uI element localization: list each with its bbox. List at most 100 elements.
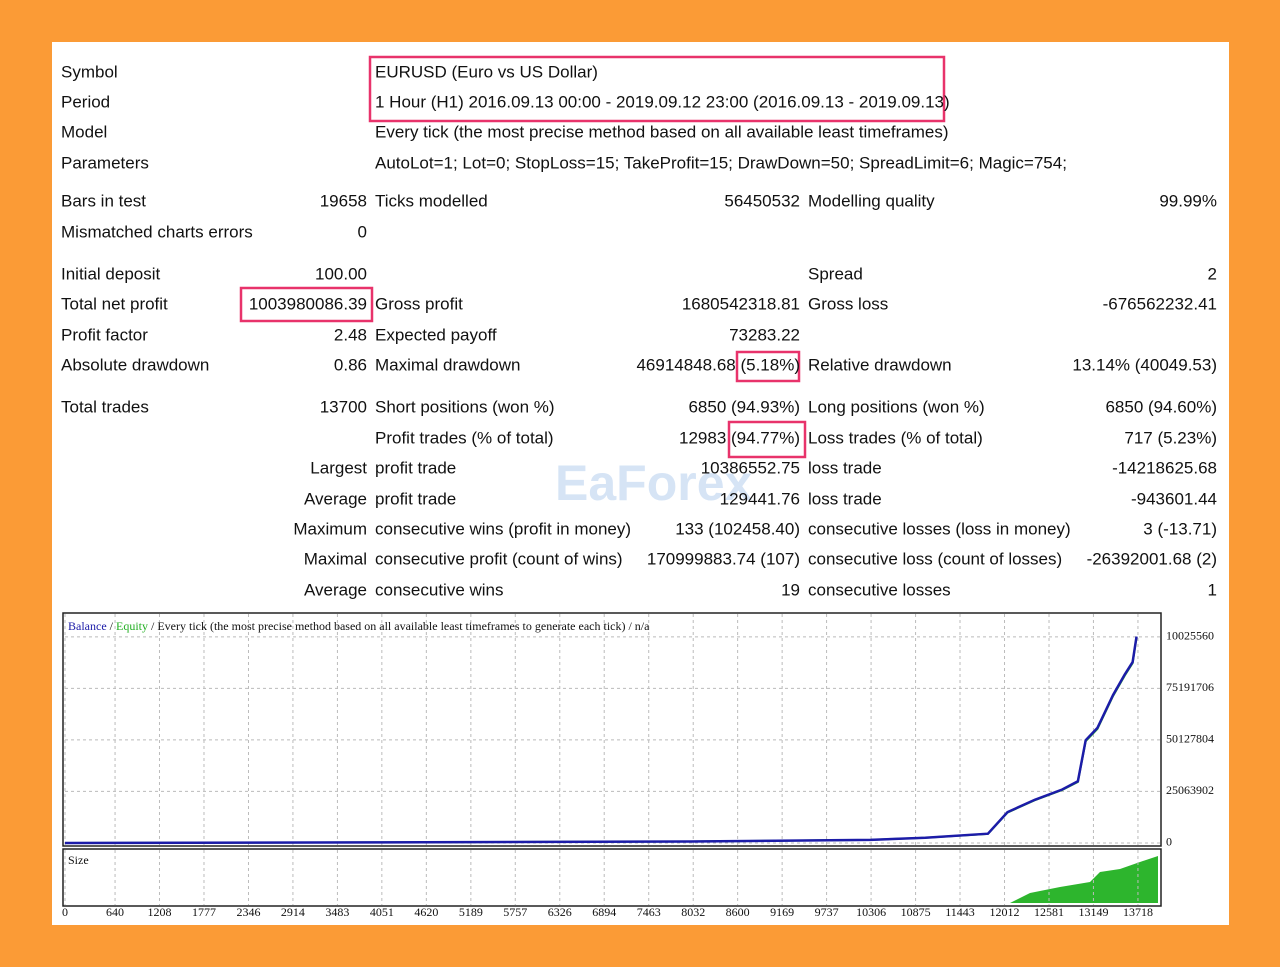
- stat-value: -14218625.68: [1112, 458, 1217, 477]
- stat-value: 6850 (94.60%): [1105, 397, 1217, 416]
- x-tick-label: 10306: [856, 905, 886, 919]
- size-plot-frame: [62, 848, 1162, 907]
- highlight-box: [735, 350, 801, 383]
- stat-label: consecutive profit (count of wins): [375, 549, 623, 568]
- field-value: EURUSD (Euro vs US Dollar): [375, 62, 598, 81]
- stat-value: 10386552.75: [701, 458, 800, 477]
- stat-value: 19658: [320, 191, 367, 210]
- x-tick-label: 6326: [548, 905, 572, 919]
- x-tick-label: 640: [106, 905, 124, 919]
- stat-label: consecutive wins (profit in money): [375, 519, 631, 538]
- stat-label: Average: [304, 580, 367, 599]
- stat-label: Relative drawdown: [808, 355, 952, 374]
- stat-label: Largest: [310, 458, 367, 477]
- stat-value: 13700: [320, 397, 367, 416]
- x-tick-label: 2346: [236, 905, 260, 919]
- x-tick-label: 8600: [726, 905, 750, 919]
- stat-value: 0: [358, 222, 367, 241]
- y-tick-label: 50127804: [1166, 732, 1214, 746]
- highlight-box: [239, 286, 374, 323]
- y-tick-label: 75191706: [1166, 680, 1214, 694]
- stat-label: loss trade: [808, 489, 882, 508]
- stat-label: Total trades: [61, 397, 149, 416]
- stat-value: 3 (-13.71): [1143, 519, 1217, 538]
- x-tick-label: 13718: [1123, 905, 1153, 919]
- x-tick-label: 4051: [370, 905, 394, 919]
- stat-label: Ticks modelled: [375, 191, 488, 210]
- y-tick-label: 0: [1166, 835, 1172, 849]
- x-tick-label: 10875: [901, 905, 931, 919]
- stat-label: Maximal drawdown: [375, 355, 521, 374]
- stat-value: 99.99%: [1159, 191, 1217, 210]
- stat-value: 0.86: [334, 355, 367, 374]
- x-tick-label: 11443: [945, 905, 975, 919]
- stat-label: Maximal: [304, 549, 367, 568]
- watermark: EaForex: [555, 455, 753, 511]
- size-panel-label: Size: [68, 853, 89, 867]
- stat-label: profit trade: [375, 489, 456, 508]
- x-tick-label: 5757: [503, 905, 527, 919]
- x-tick-label: 13149: [1078, 905, 1108, 919]
- field-label: Parameters: [61, 153, 149, 172]
- stat-label: Mismatched charts errors: [61, 222, 253, 241]
- balance-plot-frame: [62, 612, 1162, 847]
- field-value: Every tick (the most precise method base…: [375, 122, 949, 141]
- stat-label: Total net profit: [61, 294, 168, 313]
- stat-value: -676562232.41: [1103, 294, 1217, 313]
- x-tick-label: 9169: [770, 905, 794, 919]
- stat-label: loss trade: [808, 458, 882, 477]
- x-tick-label: 0: [62, 905, 68, 919]
- x-tick-label: 12581: [1034, 905, 1064, 919]
- stat-label: Bars in test: [61, 191, 146, 210]
- series-line: [64, 636, 1138, 845]
- stat-label: consecutive losses: [808, 580, 951, 599]
- x-tick-label: 5189: [459, 905, 483, 919]
- stat-label: Absolute drawdown: [61, 355, 209, 374]
- legend-separator: /: [110, 619, 114, 633]
- stat-value: 1003980086.39: [249, 294, 367, 313]
- field-value: AutoLot=1; Lot=0; StopLoss=15; TakeProfi…: [375, 153, 1067, 172]
- x-tick-label: 4620: [414, 905, 438, 919]
- field-label: Model: [61, 122, 107, 141]
- stat-label: profit trade: [375, 458, 456, 477]
- legend-entry: Balance: [68, 619, 107, 633]
- legend-entry: Equity: [116, 619, 148, 633]
- stat-label: Gross loss: [808, 294, 888, 313]
- stat-label: Initial deposit: [61, 264, 161, 283]
- stat-label: Average: [304, 489, 367, 508]
- stat-label: Expected payoff: [375, 325, 497, 344]
- stat-value: -26392001.68 (2): [1087, 549, 1217, 568]
- stat-label: Maximum: [293, 519, 367, 538]
- stat-label: Gross profit: [375, 294, 463, 313]
- stat-value: 1680542318.81: [682, 294, 800, 313]
- y-tick-label: 10025560: [1166, 629, 1214, 643]
- x-tick-label: 3483: [325, 905, 349, 919]
- stat-label: Profit trades (% of total): [375, 428, 554, 447]
- stat-label: consecutive loss (count of losses): [808, 549, 1062, 568]
- legend: Balance / Equity / Every tick (the most …: [68, 619, 650, 633]
- stat-label: Profit factor: [61, 325, 148, 344]
- stat-value: 1: [1208, 580, 1217, 599]
- stat-value: 2: [1208, 264, 1217, 283]
- x-tick-label: 2914: [281, 905, 305, 919]
- stat-value: 2.48: [334, 325, 367, 344]
- stat-value: 133 (102458.40): [675, 519, 800, 538]
- stat-value: 100.00: [315, 264, 367, 283]
- field-value: 1 Hour (H1) 2016.09.13 00:00 - 2019.09.1…: [375, 92, 950, 111]
- stat-label: consecutive wins: [375, 580, 504, 599]
- stat-value: 46914848.68 (5.18%): [636, 355, 800, 374]
- stat-value: 19: [781, 580, 800, 599]
- stat-value: 13.14% (40049.53): [1072, 355, 1217, 374]
- x-tick-label: 1208: [147, 905, 171, 919]
- stat-value: 6850 (94.93%): [688, 397, 800, 416]
- stat-value: 56450532: [724, 191, 800, 210]
- stat-label: consecutive losses (loss in money): [808, 519, 1071, 538]
- x-tick-label: 6894: [592, 905, 616, 919]
- stat-value: 170999883.74 (107): [647, 549, 800, 568]
- stat-label: Loss trades (% of total): [808, 428, 983, 447]
- field-label: Symbol: [61, 62, 118, 81]
- stat-label: Short positions (won %): [375, 397, 555, 416]
- stat-value: 12983 (94.77%): [679, 428, 800, 447]
